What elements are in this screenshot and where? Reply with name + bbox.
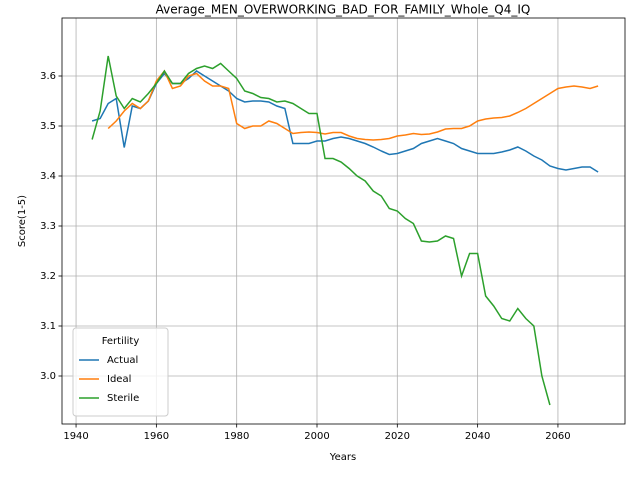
plot-frame bbox=[61, 17, 626, 425]
x-tick-label: 1960 bbox=[144, 431, 169, 442]
y-tick-label: 3.5 bbox=[40, 121, 56, 132]
legend-label: Sterile bbox=[107, 393, 139, 404]
y-axis-label: Score(1-5) bbox=[17, 195, 28, 247]
y-tick-label: 3.2 bbox=[40, 271, 56, 282]
legend-box bbox=[72, 327, 169, 417]
legend-label: Ideal bbox=[107, 374, 131, 385]
x-tick-label: 1980 bbox=[224, 431, 249, 442]
y-tick-label: 3.3 bbox=[40, 221, 56, 232]
x-tick-label: 2060 bbox=[545, 431, 570, 442]
legend-title: Fertility bbox=[102, 336, 140, 347]
y-tick-label: 3.4 bbox=[40, 171, 56, 182]
y-tick-label: 3.0 bbox=[40, 371, 56, 382]
x-axis-label: Years bbox=[329, 452, 356, 463]
chart-title: Average_MEN_OVERWORKING_BAD_FOR_FAMILY_W… bbox=[156, 3, 531, 17]
y-tick-label: 3.6 bbox=[40, 71, 56, 82]
x-tick-label: 1940 bbox=[63, 431, 88, 442]
x-tick-label: 2040 bbox=[465, 431, 490, 442]
data-line bbox=[91, 55, 551, 406]
x-tick-label: 2000 bbox=[304, 431, 329, 442]
x-tick-label: 2020 bbox=[385, 431, 410, 442]
legend-label: Actual bbox=[107, 355, 138, 366]
y-tick-label: 3.1 bbox=[40, 321, 56, 332]
data-line bbox=[107, 69, 599, 141]
